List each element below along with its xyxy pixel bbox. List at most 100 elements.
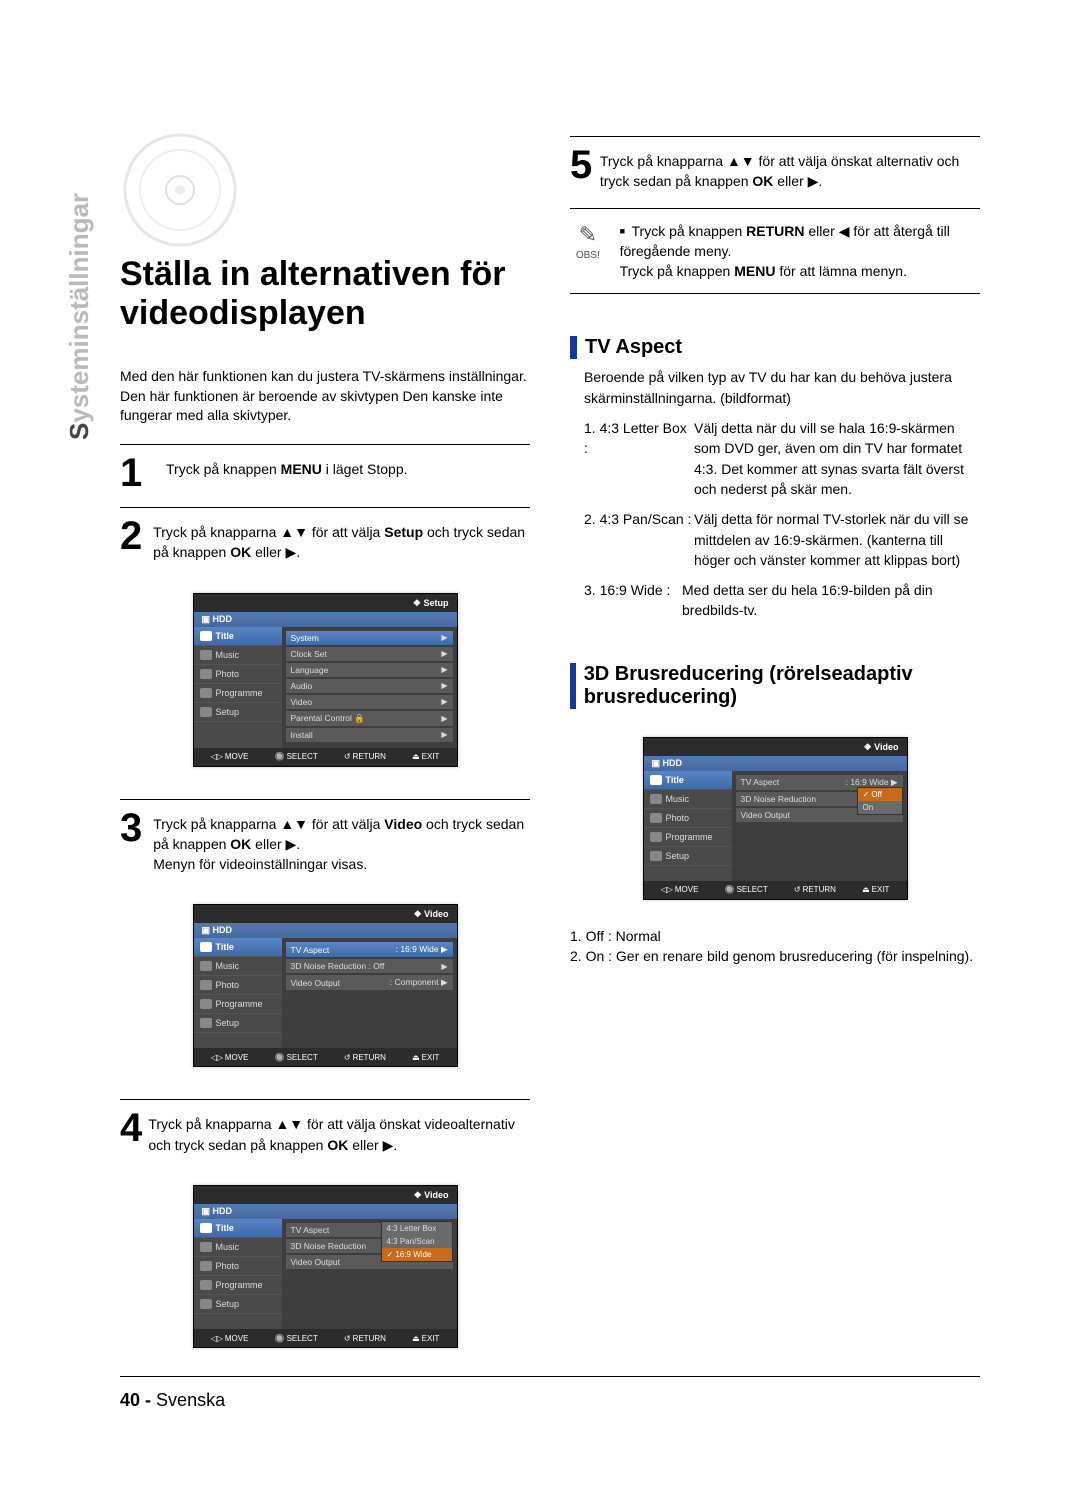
title-icon <box>200 1223 212 1233</box>
hint-return: RETURN <box>794 885 836 894</box>
dd-on[interactable]: On <box>858 801 902 814</box>
divider <box>120 507 530 508</box>
dd-off[interactable]: ✓ Off <box>858 788 902 801</box>
photo-icon <box>200 669 212 679</box>
dd-letterbox[interactable]: 4:3 Letter Box <box>382 1222 452 1235</box>
step-2-number: 2 <box>120 518 153 563</box>
ss-row-install[interactable]: Install▶ <box>286 728 453 742</box>
ss-nav-setup[interactable]: Setup <box>194 1014 282 1033</box>
ss-hdd-label: ▣ HDD <box>194 612 457 627</box>
ss-nav-photo[interactable]: Photo <box>194 976 282 995</box>
hint-return: RETURN <box>344 1334 386 1343</box>
ss-row-tvaspect[interactable]: TV Aspect: 16:9 Wide ▶ <box>286 942 453 957</box>
obs-note: ✎ OBS! Tryck på knappen RETURN eller ◀ f… <box>570 208 980 295</box>
music-icon <box>200 1242 212 1252</box>
ss-nav-photo[interactable]: Photo <box>644 809 732 828</box>
brus-item-2: 2. On : Ger en renare bild genom brusred… <box>570 946 980 966</box>
divider <box>570 136 980 137</box>
ss-nav-music[interactable]: Music <box>644 790 732 809</box>
hint-select: SELECT <box>725 885 768 894</box>
aspect-dropdown[interactable]: 4:3 Letter Box 4:3 Pan/Scan ✓ 16:9 Wide <box>381 1221 453 1262</box>
ss-nav-music[interactable]: Music <box>194 646 282 665</box>
hint-move: MOVE <box>661 885 699 894</box>
ss-breadcrumb: Video <box>194 905 457 923</box>
obs-body: Tryck på knappen RETURN eller ◀ för att … <box>620 221 980 282</box>
step-4-number: 4 <box>120 1110 148 1155</box>
hint-exit: EXIT <box>412 1053 439 1062</box>
ss-breadcrumb: Video <box>644 738 907 756</box>
ss-row-language[interactable]: Language▶ <box>286 663 453 677</box>
ss-row-audio[interactable]: Audio▶ <box>286 679 453 693</box>
step-5: 5 Tryck på knapparna ▲▼ för att välja ön… <box>570 147 980 192</box>
ss-nav-programme[interactable]: Programme <box>644 828 732 847</box>
dd-panscan[interactable]: 4:3 Pan/Scan <box>382 1235 452 1248</box>
ss-main-list: TV Aspect: 16:9 Wide ▶ 3D Noise Reductio… <box>282 938 457 1048</box>
programme-icon <box>650 832 662 842</box>
ss-footer-hints: MOVE SELECT RETURN EXIT <box>194 1048 457 1066</box>
ss-nav-music[interactable]: Music <box>194 1238 282 1257</box>
ss-nav-photo[interactable]: Photo <box>194 1257 282 1276</box>
step-5-text: Tryck på knapparna ▲▼ för att välja önsk… <box>600 147 980 192</box>
ss-nav-programme[interactable]: Programme <box>194 1276 282 1295</box>
ss-nav-programme[interactable]: Programme <box>194 995 282 1014</box>
ss-row-clockset[interactable]: Clock Set▶ <box>286 647 453 661</box>
ss-nav-title[interactable]: Title <box>644 771 732 790</box>
aspect-item-1: 1. 4:3 Letter Box : Välj detta när du vi… <box>584 418 980 499</box>
hint-move: MOVE <box>211 1334 249 1343</box>
photo-icon <box>650 813 662 823</box>
obs-icon-label: ✎ OBS! <box>570 221 606 282</box>
brus-title: 3D Brusreducering (rörelseadaptiv brusre… <box>584 663 980 709</box>
ss-nav-programme[interactable]: Programme <box>194 684 282 703</box>
step-3-text: Tryck på knapparna ▲▼ för att välja Vide… <box>153 810 530 875</box>
dd-169wide[interactable]: ✓ 16:9 Wide <box>382 1248 452 1261</box>
ss-main-list: TV Aspect 3D Noise Reduction Video Outpu… <box>282 1219 457 1329</box>
left-column: Ställa in alternativen för videodisplaye… <box>120 130 530 1374</box>
hint-exit: EXIT <box>862 885 889 894</box>
ss-row-video[interactable]: Video▶ <box>286 695 453 709</box>
music-icon <box>200 961 212 971</box>
setup-icon <box>200 707 212 717</box>
ss-nav-music[interactable]: Music <box>194 957 282 976</box>
ss-sidebar: Title Music Photo Programme Setup <box>644 771 732 881</box>
ss-nav-title[interactable]: Title <box>194 1219 282 1238</box>
ss-row-parental[interactable]: Parental Control 🔒▶ <box>286 711 453 726</box>
title-icon <box>650 775 662 785</box>
ss-main-list: TV Aspect: 16:9 Wide ▶ 3D Noise Reductio… <box>732 771 907 881</box>
footer-rule <box>120 1376 980 1377</box>
step-1-text: Tryck på knappen MENU i läget Stopp. <box>166 455 408 491</box>
step-5-number: 5 <box>570 147 600 192</box>
ss-row-videoout[interactable]: Video Output: Component ▶ <box>286 975 453 990</box>
ss-sidebar: Title Music Photo Programme Setup <box>194 627 282 748</box>
hint-return: RETURN <box>344 1053 386 1062</box>
page-title: Ställa in alternativen för videodisplaye… <box>120 255 530 333</box>
ss-row-system[interactable]: System▶ <box>286 631 453 645</box>
page-language: Svenska <box>156 1390 225 1410</box>
ss-nav-setup[interactable]: Setup <box>194 703 282 722</box>
ss-sidebar: Title Music Photo Programme Setup <box>194 1219 282 1329</box>
ss-main-list: System▶ Clock Set▶ Language▶ Audio▶ Vide… <box>282 627 457 748</box>
noise-dropdown[interactable]: ✓ Off On <box>857 787 903 815</box>
ss-nav-title[interactable]: Title <box>194 938 282 957</box>
screenshot-setup-menu: Setup ▣ HDD Title Music Photo Programme … <box>193 593 458 767</box>
ss-hdd-label: ▣ HDD <box>194 923 457 938</box>
photo-icon <box>200 1261 212 1271</box>
step-3: 3 Tryck på knapparna ▲▼ för att välja Vi… <box>120 810 530 875</box>
ss-nav-setup[interactable]: Setup <box>644 847 732 866</box>
ss-sidebar: Title Music Photo Programme Setup <box>194 938 282 1048</box>
tvaspect-heading: TV Aspect <box>570 336 980 359</box>
setup-icon <box>650 851 662 861</box>
ss-nav-photo[interactable]: Photo <box>194 665 282 684</box>
ss-nav-title[interactable]: Title <box>194 627 282 646</box>
ss-footer-hints: MOVE SELECT RETURN EXIT <box>194 748 457 766</box>
hint-select: SELECT <box>275 752 318 761</box>
step-2-text: Tryck på knapparna ▲▼ för att välja Setu… <box>153 518 530 563</box>
ss-nav-setup[interactable]: Setup <box>194 1295 282 1314</box>
divider <box>120 444 530 445</box>
step-2: 2 Tryck på knapparna ▲▼ för att välja Se… <box>120 518 530 563</box>
side-tab-rest: ysteminställningar <box>64 193 94 423</box>
right-column: 5 Tryck på knapparna ▲▼ för att välja ön… <box>570 130 980 1374</box>
step-4: 4 Tryck på knapparna ▲▼ för att välja ön… <box>120 1110 530 1155</box>
ss-row-3dnoise[interactable]: 3D Noise Reduction : Off▶ <box>286 959 453 973</box>
side-tab-label: Systeminställningar <box>64 193 95 440</box>
step-1: 1 Tryck på knappen MENU i läget Stopp. <box>120 455 530 491</box>
